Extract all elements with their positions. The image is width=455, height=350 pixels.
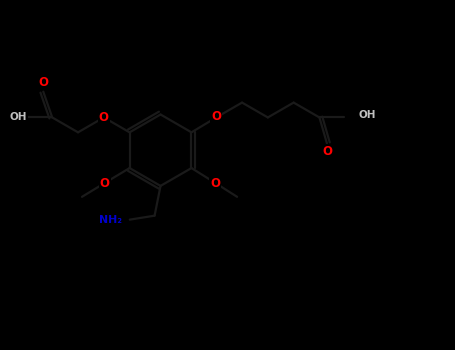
Text: OH: OH — [358, 110, 376, 120]
Text: OH: OH — [10, 112, 27, 122]
Text: O: O — [100, 177, 110, 190]
Text: O: O — [323, 145, 333, 158]
Text: O: O — [210, 177, 220, 190]
Text: O: O — [38, 76, 48, 89]
Text: O: O — [99, 111, 109, 124]
Text: O: O — [211, 110, 221, 123]
Text: NH₂: NH₂ — [99, 215, 122, 225]
